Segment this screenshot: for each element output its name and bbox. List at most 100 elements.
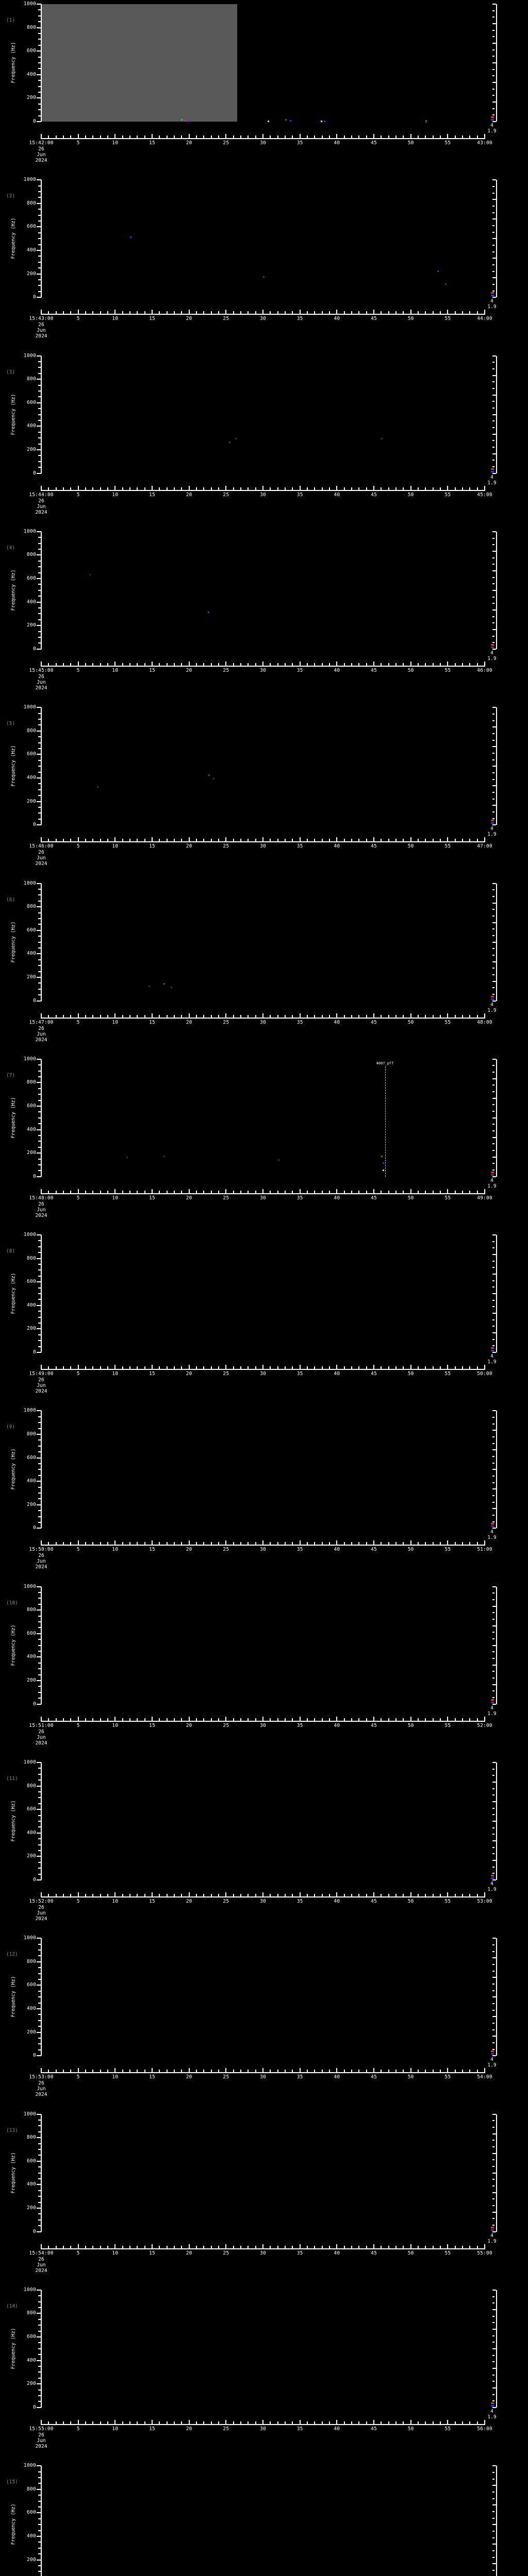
- y-axis-tick-label: 0: [32, 118, 36, 124]
- x-axis-major-tick: [262, 2419, 263, 2424]
- x-axis-minor-tick: [137, 487, 138, 490]
- right-axis-tick-label: 1.9: [487, 304, 497, 310]
- right-axis-tick: [492, 1150, 494, 1151]
- right-axis-tick: [492, 2465, 496, 2467]
- x-axis-major-tick: [299, 485, 301, 490]
- x-axis-minor-tick: [137, 135, 138, 138]
- x-axis-tick-label: 15: [149, 667, 155, 673]
- x-axis-minor-tick: [144, 1542, 145, 1545]
- x-axis-minor-tick: [307, 1894, 308, 1896]
- x-axis-tick-label: 25: [223, 843, 229, 850]
- x-axis-minor-tick: [144, 1014, 145, 1018]
- right-axis-tick: [492, 1951, 494, 1952]
- y-axis-major-tick: [37, 777, 41, 778]
- x-axis-minor-tick: [476, 1542, 478, 1545]
- x-axis-minor-tick: [181, 1718, 183, 1721]
- plot-area: [41, 883, 485, 1001]
- x-axis-minor-tick: [203, 487, 205, 490]
- x-axis-minor-tick: [476, 1190, 478, 1193]
- right-axis-tick: [492, 2029, 494, 2030]
- x-axis-major-tick: [262, 2244, 263, 2248]
- y-axis-title: Frequency (Hz): [10, 1976, 16, 2018]
- right-axis-tick: [492, 778, 494, 780]
- right-axis-tick-label: 1.9: [487, 655, 497, 662]
- x-axis-minor-tick: [329, 1190, 330, 1193]
- x-axis-minor-tick: [270, 663, 271, 666]
- y-axis-major-tick: [37, 929, 41, 931]
- detection-marker: [207, 611, 209, 613]
- x-axis-minor-tick: [233, 1190, 234, 1193]
- x-axis-minor-tick: [351, 1366, 352, 1369]
- x-axis-major-tick: [410, 1716, 411, 1721]
- x-axis-end-label: 44:00: [477, 316, 492, 322]
- right-axis-tick: [492, 238, 496, 240]
- y-axis-tick-label: 600: [26, 2158, 36, 2164]
- x-axis-tick-label: 15: [149, 1722, 155, 1728]
- date-part: 26: [38, 1728, 44, 1735]
- y-axis-major-tick: [37, 2055, 41, 2057]
- y-axis-major-tick: [37, 1433, 41, 1435]
- right-axis-tick: [492, 407, 494, 409]
- date-part: Jun: [37, 679, 46, 685]
- y-axis-tick-label: 0: [32, 2053, 36, 2059]
- right-axis-tick: [492, 251, 494, 252]
- x-axis-date-stack: 26 Jun 2024: [36, 1729, 47, 1746]
- x-axis-minor-tick: [381, 663, 382, 666]
- y-axis-minor-tick: [38, 1674, 41, 1675]
- x-axis-minor-tick: [351, 135, 352, 138]
- right-axis-tick-label: 4: [490, 2057, 493, 2063]
- right-axis-tick: [492, 2335, 494, 2336]
- plot-area: [41, 1411, 485, 1529]
- x-axis-minor-tick: [122, 1718, 123, 1721]
- x-axis-tick-label: 15: [149, 1371, 155, 1377]
- x-axis-minor-tick: [203, 311, 205, 314]
- y-axis-major-tick: [37, 648, 41, 650]
- right-axis-tick: [492, 1638, 494, 1640]
- right-axis-tick-label: 4: [490, 2408, 493, 2414]
- x-axis-minor-tick: [476, 1894, 478, 1896]
- y-axis-tick-label: 800: [26, 200, 36, 206]
- x-axis-minor-tick: [285, 839, 286, 842]
- y-axis-tick-label: 800: [26, 2310, 36, 2316]
- right-axis-tick: [492, 1143, 494, 1145]
- x-axis-major-tick: [41, 1540, 42, 1545]
- spectrogram-panel: (12) 0 200 400 600 800 1000 Frequency (Hz) 15:53…: [0, 1934, 528, 2110]
- y-axis-minor-tick: [38, 1486, 41, 1488]
- x-axis-major-tick: [373, 1189, 374, 1193]
- x-axis-minor-tick: [270, 2070, 271, 2073]
- x-axis-minor-tick: [70, 135, 72, 138]
- x-axis-minor-tick: [203, 839, 205, 842]
- right-axis-tick: [492, 1488, 496, 1490]
- x-axis-minor-tick: [343, 663, 345, 666]
- x-axis-major-tick: [225, 485, 227, 490]
- x-axis-minor-tick: [418, 135, 419, 138]
- x-axis-major-tick: [447, 134, 449, 138]
- x-axis-major-tick: [41, 1892, 42, 1896]
- right-axis-tick: [492, 62, 496, 63]
- y-axis-minor-tick: [38, 56, 41, 58]
- x-axis-minor-tick: [321, 1190, 323, 1193]
- x-axis-major-tick: [336, 1716, 338, 1721]
- x-axis-minor-tick: [381, 1014, 382, 1018]
- x-axis-minor-tick: [469, 311, 471, 314]
- x-axis-minor-tick: [85, 2070, 86, 2073]
- y-axis-tick-label: 400: [26, 2533, 36, 2539]
- right-axis-tick: [492, 192, 494, 194]
- y-axis-minor-tick: [38, 109, 41, 111]
- y-axis-minor-tick: [38, 1422, 41, 1423]
- y-axis-minor-tick: [38, 33, 41, 34]
- x-axis-minor-tick: [366, 1366, 367, 1369]
- spectrogram-panel: (2) 0 200 400 600 800 1000 Frequency (Hz) 15:43:…: [0, 176, 528, 351]
- x-axis-major-tick: [299, 1716, 301, 1721]
- x-axis-tick-label: 10: [112, 1019, 119, 1025]
- y-axis-minor-tick: [38, 1621, 41, 1623]
- right-axis-labels: 4 1.9: [487, 1529, 496, 1540]
- x-axis-minor-tick: [85, 1014, 86, 1018]
- x-axis-date-stack: 26 Jun 2024: [36, 498, 47, 515]
- x-axis-major-tick: [336, 2244, 338, 2248]
- right-axis-spine: [496, 180, 497, 298]
- y-axis-tick-label: 400: [26, 774, 36, 781]
- x-axis-tick-label: 5: [76, 1722, 80, 1728]
- x-axis-major-tick: [447, 1365, 449, 1369]
- x-axis-minor-tick: [174, 1366, 175, 1369]
